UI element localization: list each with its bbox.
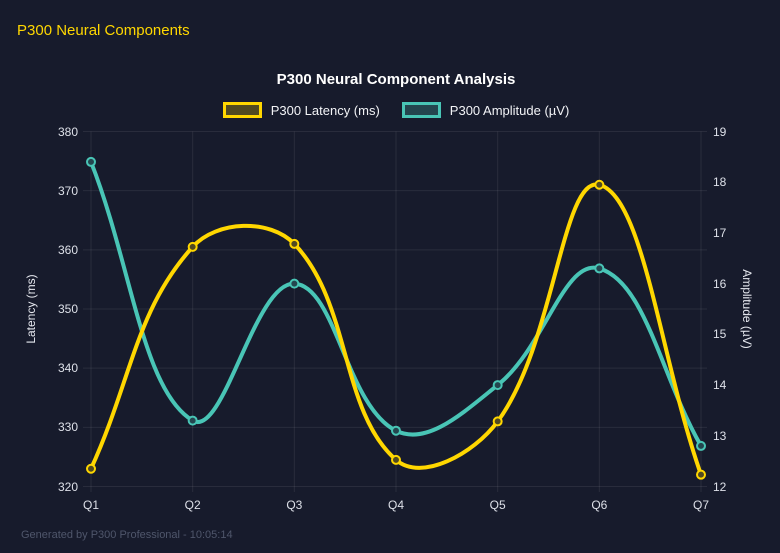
page-title: P300 Neural Components (17, 22, 190, 39)
y-axis-title-right: Amplitude (µV) (740, 269, 754, 349)
data-point (696, 440, 706, 451)
chart-legend: P300 Latency (ms) P300 Amplitude (µV) (91, 102, 701, 118)
chart-title: P300 Neural Component Analysis (276, 71, 516, 88)
legend-label-latency: P300 Latency (ms) (270, 102, 380, 118)
data-point (289, 278, 300, 289)
legend-item-amplitude[interactable]: P300 Amplitude (µV) (401, 102, 570, 118)
legend-swatch-amplitude-icon (401, 102, 441, 118)
data-point (594, 263, 605, 274)
legend-label-amplitude: P300 Amplitude (µV) (449, 102, 570, 118)
data-point (86, 463, 96, 474)
data-point (391, 454, 401, 465)
legend-swatch-latency-icon (222, 102, 262, 118)
data-point (492, 416, 503, 427)
data-point (187, 241, 198, 252)
data-point (696, 469, 706, 480)
footer-status: Generated by P300 Professional - 10:05:1… (21, 529, 233, 541)
data-point (86, 156, 96, 167)
data-point (289, 238, 300, 249)
data-point (187, 415, 198, 426)
data-point (391, 425, 401, 436)
legend-item-latency[interactable]: P300 Latency (ms) (222, 102, 380, 118)
data-point (492, 380, 503, 391)
data-point (594, 179, 605, 190)
y-axis-title-left: Latency (ms) (24, 274, 38, 344)
